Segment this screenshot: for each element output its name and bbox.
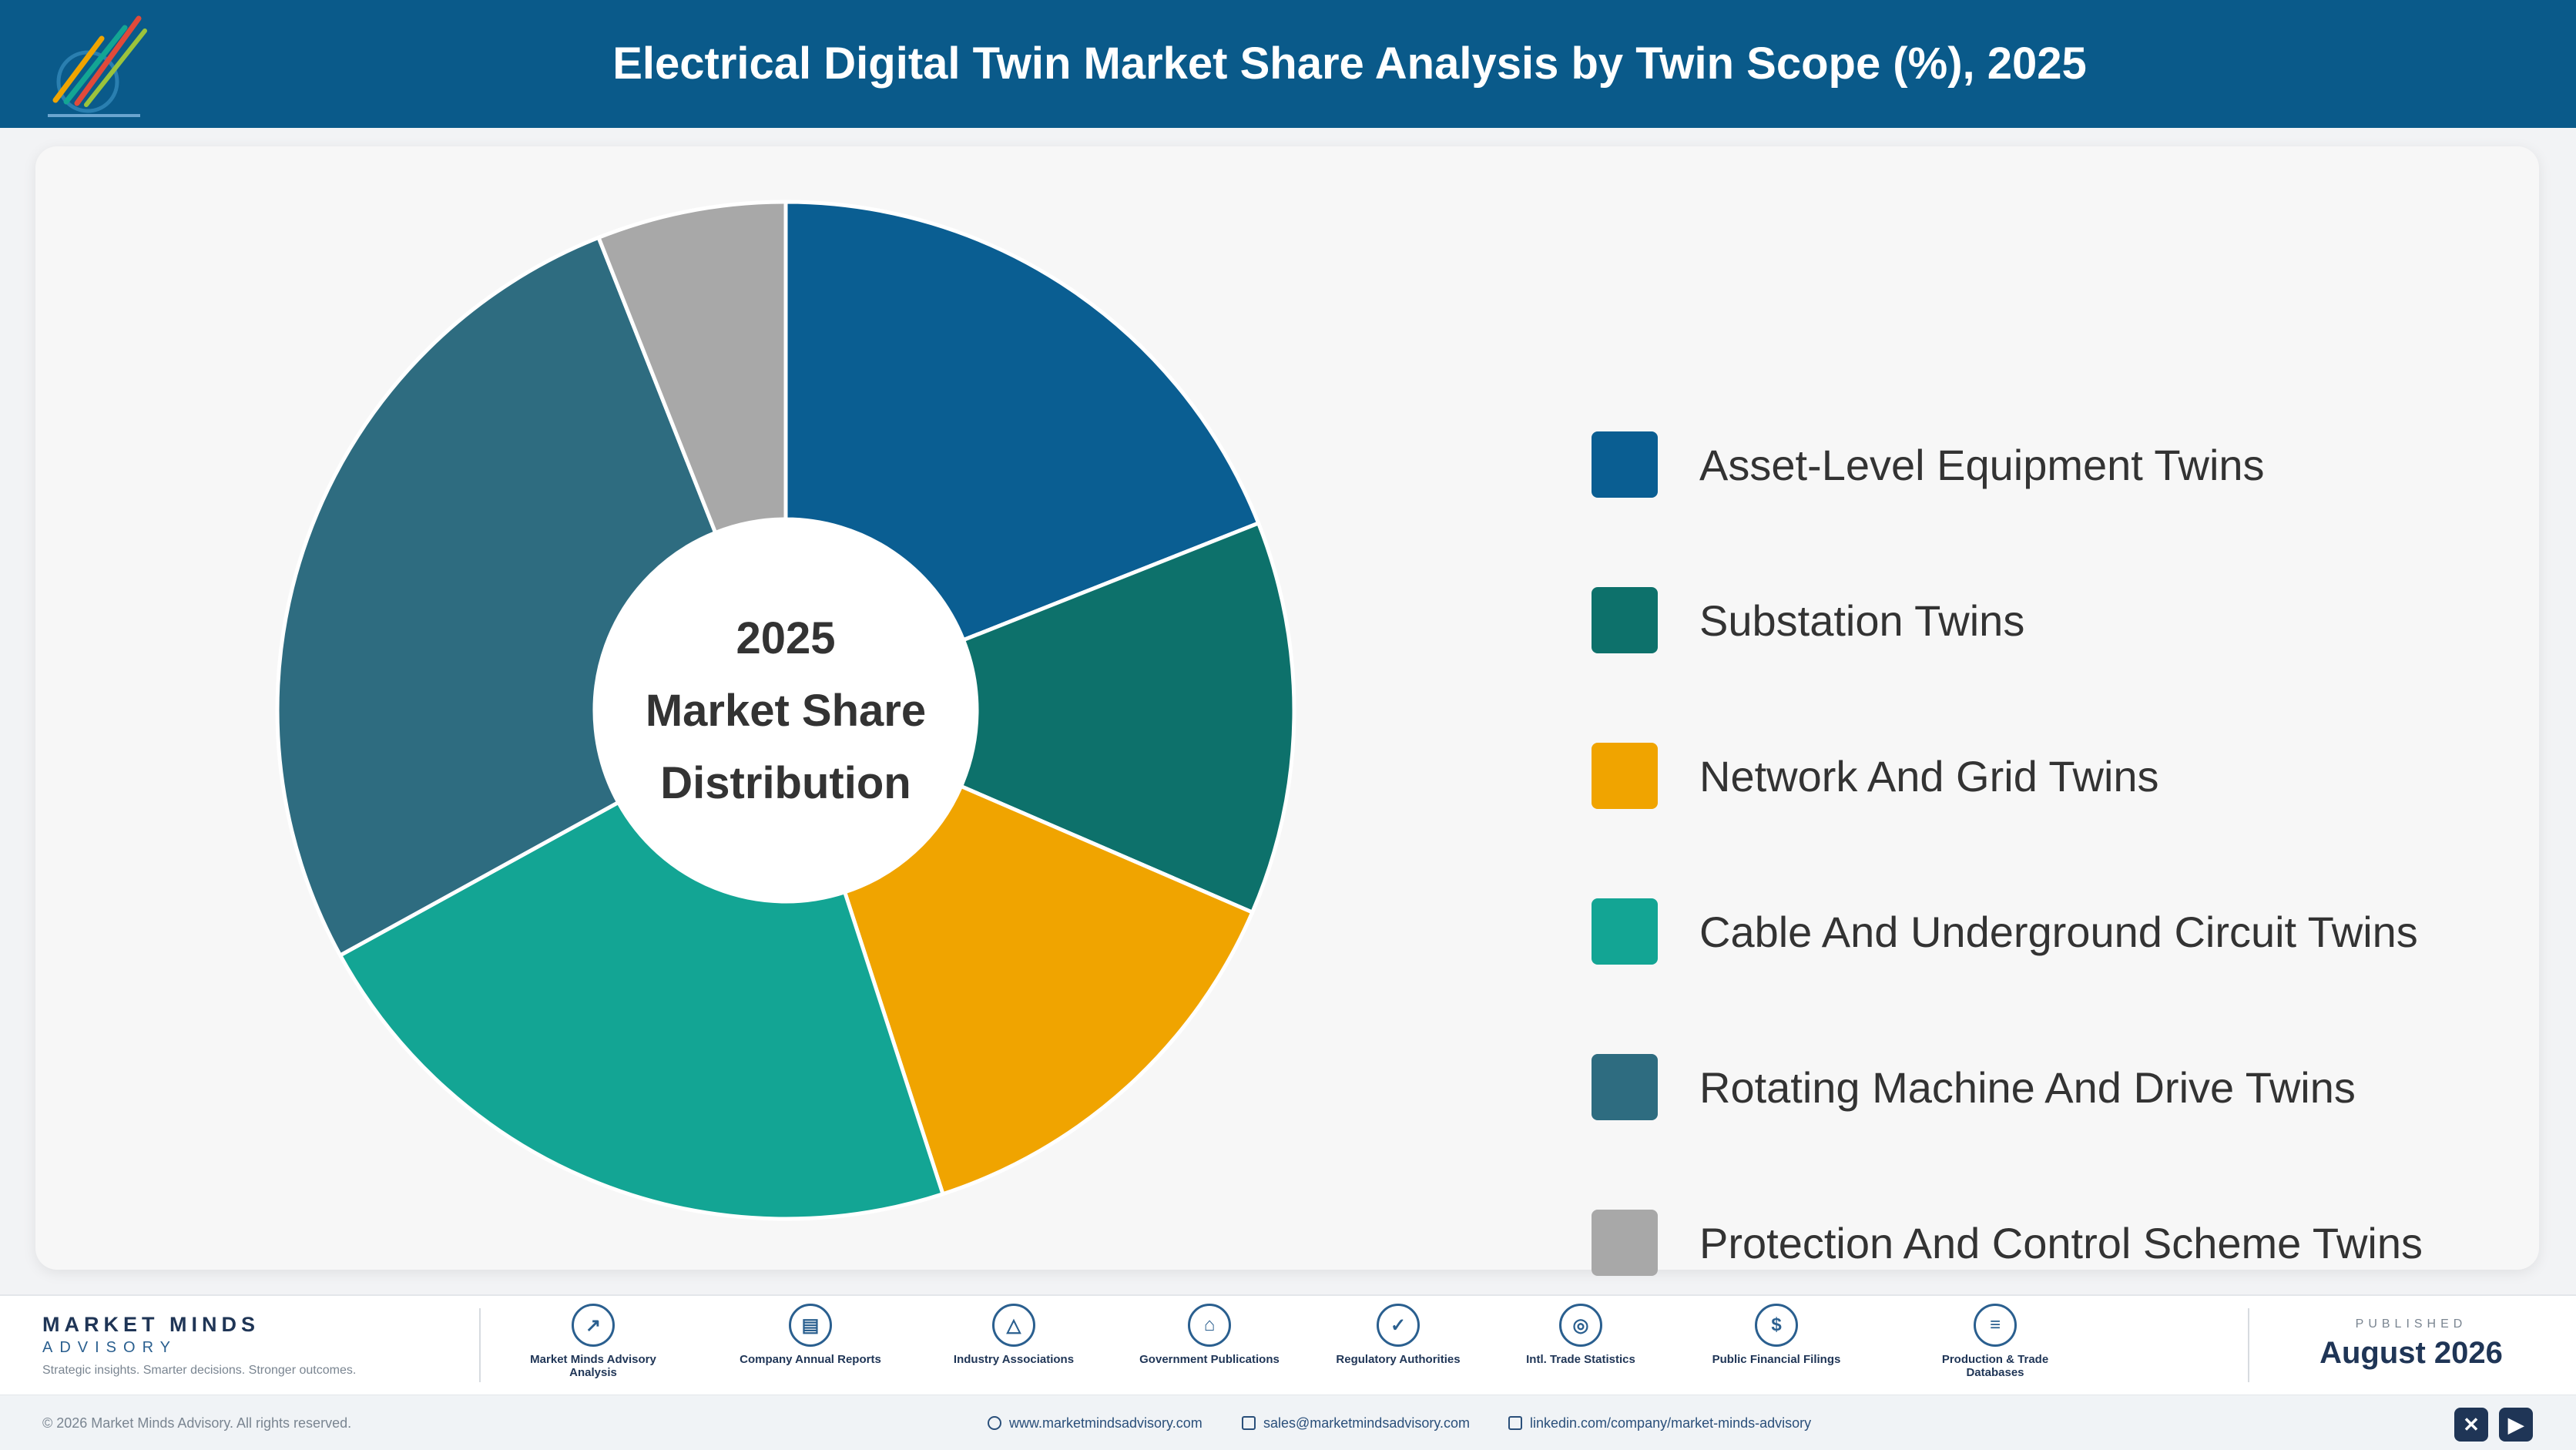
published-label: PUBLISHED [2355,1317,2467,1331]
header-bar: Electrical Digital Twin Market Share Ana… [0,0,2576,128]
footer-divider [479,1308,481,1382]
legend-item: Rotating Machine And Drive Twins [1592,1054,2356,1120]
center-label-line-2: Market Share [646,686,926,736]
legend-swatch [1592,587,1658,653]
linkedin-icon [1508,1416,1522,1430]
footer-bottom-bar: © 2026 Market Minds Advisory. All rights… [0,1395,2576,1450]
government-building-icon: ⌂ [1188,1304,1231,1347]
legend-label: Protection And Control Scheme Twins [1699,1218,2423,1267]
brand-subtitle: ADVISORY [42,1339,177,1356]
email-link[interactable]: sales@marketmindsadvisory.com [1242,1415,1470,1432]
database-icon: ≡ [1974,1304,2017,1347]
x-social-icon[interactable]: ✕ [2454,1408,2488,1442]
legend-swatch [1592,898,1658,965]
website-link[interactable]: www.marketmindsadvisory.com [988,1415,1202,1432]
linkedin-link[interactable]: linkedin.com/company/market-minds-adviso… [1508,1415,1811,1432]
source-label: Company Annual Reports [740,1353,881,1366]
source-label: Industry Associations [953,1353,1075,1366]
source-item: ✓ Regulatory Authorities [1321,1304,1475,1366]
legend-item: Asset-Level Equipment Twins [1592,431,2265,498]
brand-tagline: Strategic insights. Smarter decisions. S… [42,1364,357,1377]
copyright-text: © 2026 Market Minds Advisory. All rights… [42,1415,352,1431]
legend-label: Asset-Level Equipment Twins [1699,440,2265,489]
source-label: Regulatory Authorities [1336,1353,1461,1366]
source-label: Public Financial Filings [1712,1353,1841,1366]
document-icon: ▤ [789,1304,832,1347]
source-item: $ Public Financial Filings [1699,1304,1853,1366]
legend-label: Cable And Underground Circuit Twins [1699,907,2418,956]
footer-divider [2248,1308,2249,1382]
published-date: August 2026 [2319,1336,2503,1370]
dollar-coin-icon: $ [1755,1304,1798,1347]
legend-swatch [1592,1054,1658,1120]
center-label-line-1: 2025 [736,613,835,663]
youtube-social-icon[interactable]: ▶ [2499,1408,2533,1442]
source-item: ⌂ Government Publications [1132,1304,1286,1366]
source-label: Market Minds Advisory Analysis [530,1353,656,1379]
source-label: Production & Trade Databases [1941,1353,2049,1379]
donut-hole [595,519,977,901]
chart-card: 2025 Market Share Distribution Asset-Level… [35,146,2539,1276]
chart-title: Electrical Digital Twin Market Share Ana… [612,39,2087,89]
legend-item: Substation Twins [1592,587,2024,653]
brand-name: MARKET MINDS [42,1313,260,1336]
mail-icon [1242,1416,1256,1430]
donut-chart: 2025 Market Share Distribution [275,200,1296,1221]
source-item: ◎ Intl. Trade Statistics [1504,1304,1658,1366]
source-item: ↗ Market Minds Advisory Analysis [516,1304,670,1379]
source-label: Intl. Trade Statistics [1526,1353,1635,1366]
globe-icon: ◎ [1559,1304,1602,1347]
shield-check-icon: ✓ [1377,1304,1420,1347]
legend-item: Protection And Control Scheme Twins [1592,1210,2423,1276]
source-item: △ Industry Associations [937,1304,1091,1366]
globe-icon [988,1416,1001,1430]
source-item: ▤ Company Annual Reports [733,1304,887,1366]
footer: MARKET MINDS ADVISORY Strategic insights… [0,1294,2576,1450]
legend-label: Network And Grid Twins [1699,751,2159,801]
chart-line-icon: ↗ [572,1304,615,1347]
website-text: www.marketmindsadvisory.com [1009,1415,1202,1431]
market-minds-logo-icon [48,15,147,117]
legend-swatch [1592,743,1658,809]
legend-item: Network And Grid Twins [1592,743,2159,809]
source-item: ≡ Production & Trade Databases [1918,1304,2072,1379]
linkedin-text: linkedin.com/company/market-minds-adviso… [1530,1415,1812,1431]
legend-label: Substation Twins [1699,596,2025,645]
legend-label: Rotating Machine And Drive Twins [1699,1062,2356,1112]
legend-swatch [1592,1210,1658,1276]
legend-item: Cable And Underground Circuit Twins [1592,898,2418,965]
source-label: Government Publications [1139,1353,1280,1366]
center-label-line-3: Distribution [660,758,911,808]
legend-swatch [1592,431,1658,498]
network-icon: △ [992,1304,1035,1347]
email-text: sales@marketmindsadvisory.com [1263,1415,1471,1431]
